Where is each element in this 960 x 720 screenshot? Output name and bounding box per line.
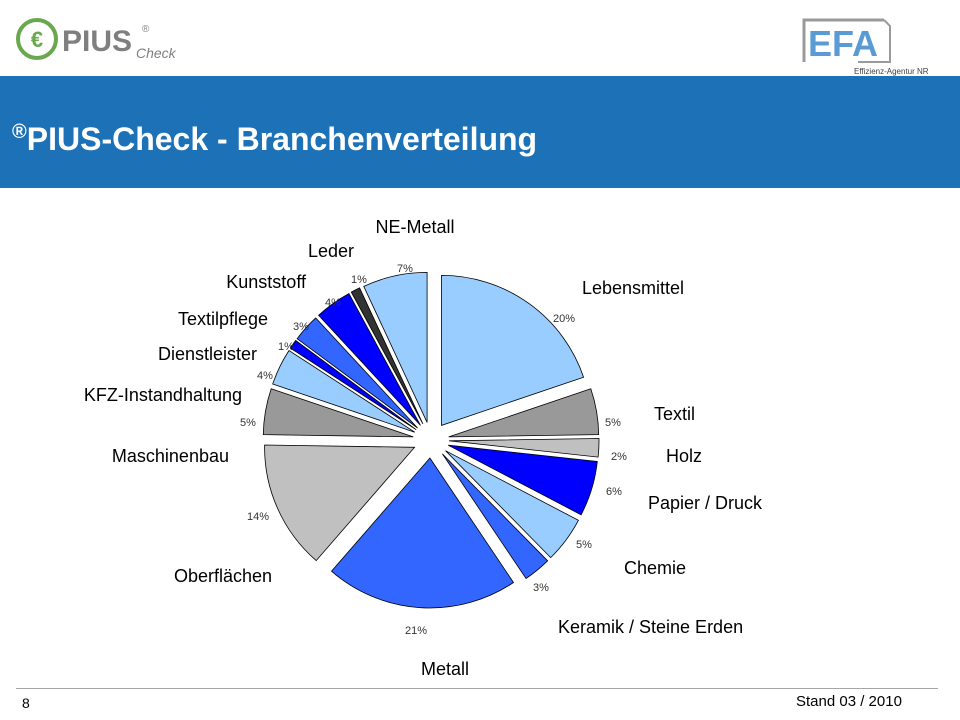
slice-category-label: Chemie [624, 558, 686, 578]
pie-percent-labels: 20% 5% 2% 6% 5% 3% 21% 14% 5% 4% 1% 3% 4% 1% 7% [240, 263, 627, 637]
registered-mark: ® [12, 121, 27, 143]
efa-logo: EFA Effizienz-Agentur NRW [798, 16, 936, 78]
pie-slice-ne-metall [363, 271, 428, 423]
slice-value-label: 14% [247, 511, 269, 523]
logo-left-sub: Check [136, 45, 177, 61]
slice-value-label: 4% [325, 297, 341, 309]
logo-registered-mark: ® [142, 24, 150, 35]
slice-value-label: 5% [605, 417, 621, 429]
footer-date: Stand 03 / 2010 [796, 693, 902, 710]
logo-right-sub: Effizienz-Agentur NRW [854, 67, 928, 76]
slice-value-label: 1% [351, 274, 367, 286]
page-title: ®PIUS-Check - Branchenverteilung [12, 112, 537, 159]
pie-slice-leder [350, 287, 424, 425]
slice-value-label: 3% [293, 321, 309, 333]
slice-category-label: Leder [308, 241, 354, 261]
page-number: 8 [22, 695, 30, 711]
pie-category-labels: Lebensmittel Textil Holz Papier / Druck Chem… [84, 217, 763, 679]
pie-slice-kfz-instandhaltung [272, 349, 416, 433]
slice-value-label: 7% [397, 263, 413, 275]
slice-value-label: 5% [576, 539, 592, 551]
slice-value-label: 4% [257, 370, 273, 382]
pius-check-logo: € PIUS ® Check [14, 14, 189, 64]
svg-text:€: € [31, 27, 43, 52]
pie-slice-metall [330, 457, 515, 609]
pie-slice-papier-druck [448, 444, 598, 516]
header-band [0, 76, 960, 188]
slice-category-label: Metall [421, 659, 469, 679]
pie-slice-holz [448, 438, 600, 458]
slice-value-label: 5% [240, 417, 256, 429]
slice-category-label: NE-Metall [375, 217, 454, 237]
slice-value-label: 2% [611, 451, 627, 463]
pie-slices [262, 271, 600, 609]
pie-slice-maschinenbau [262, 388, 414, 438]
logo-left-text: PIUS [62, 25, 132, 58]
pie-slice-dienstleister [289, 339, 417, 431]
logo-right-text: EFA [808, 23, 878, 64]
footer-divider [16, 688, 938, 689]
slice-category-label: Holz [666, 446, 702, 466]
pie-slice-kunststoff [318, 293, 421, 426]
slice-category-label: Keramik / Steine Erden [558, 617, 743, 637]
pie-slice-textilpflege [296, 317, 418, 429]
slice-category-label: Lebensmittel [582, 278, 684, 298]
slice-category-label: Dienstleister [158, 344, 257, 364]
euro-circle-icon [16, 18, 58, 60]
pie-slice-keramik-steine-erden [442, 453, 549, 580]
pie-slice-textil [448, 388, 600, 438]
slice-category-label: KFZ-Instandhaltung [84, 385, 242, 405]
pie-slice-chemie [445, 450, 579, 559]
slice-category-label: Textilpflege [178, 309, 268, 329]
slice-category-label: Kunststoff [226, 272, 307, 292]
slice-category-label: Textil [654, 404, 695, 424]
slice-value-label: 3% [533, 582, 549, 594]
pie-slice-oberfl-chen [264, 444, 416, 562]
pie-slice-lebensmittel [441, 274, 585, 426]
slice-category-label: Papier / Druck [648, 493, 763, 513]
slice-value-label: 6% [606, 486, 622, 498]
slice-value-label: 1% [278, 341, 294, 353]
slice-value-label: 21% [405, 625, 427, 637]
slice-category-label: Maschinenbau [112, 446, 229, 466]
slice-value-label: 20% [553, 313, 575, 325]
page-title-text: PIUS-Check - Branchenverteilung [26, 121, 538, 157]
slice-category-label: Oberflächen [174, 566, 272, 586]
